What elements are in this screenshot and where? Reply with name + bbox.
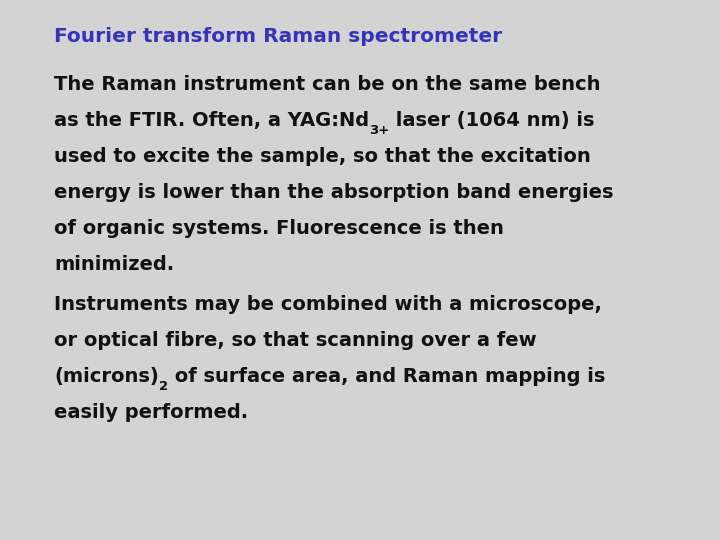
- Text: 2: 2: [158, 380, 168, 393]
- Text: (microns): (microns): [54, 367, 158, 386]
- Text: The Raman instrument can be on the same bench: The Raman instrument can be on the same …: [54, 75, 600, 94]
- Text: minimized.: minimized.: [54, 255, 174, 274]
- Text: or optical fibre, so that scanning over a few: or optical fibre, so that scanning over …: [54, 331, 536, 350]
- Text: as the FTIR. Often, a YAG:Nd: as the FTIR. Often, a YAG:Nd: [54, 111, 369, 130]
- Text: Instruments may be combined with a microscope,: Instruments may be combined with a micro…: [54, 295, 602, 314]
- Text: easily performed.: easily performed.: [54, 403, 248, 422]
- Text: used to excite the sample, so that the excitation: used to excite the sample, so that the e…: [54, 147, 590, 166]
- Text: of surface area, and Raman mapping is: of surface area, and Raman mapping is: [168, 367, 606, 386]
- Text: Fourier transform Raman spectrometer: Fourier transform Raman spectrometer: [54, 27, 502, 46]
- Text: 3+: 3+: [369, 124, 390, 137]
- Text: energy is lower than the absorption band energies: energy is lower than the absorption band…: [54, 183, 613, 202]
- Text: laser (1064 nm) is: laser (1064 nm) is: [390, 111, 595, 130]
- Text: of organic systems. Fluorescence is then: of organic systems. Fluorescence is then: [54, 219, 504, 238]
